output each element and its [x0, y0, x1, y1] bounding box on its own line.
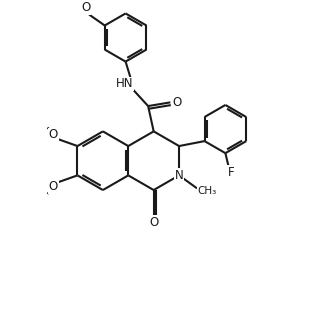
Text: CH₃: CH₃ [197, 186, 217, 196]
Text: N: N [175, 169, 183, 182]
Text: HN: HN [116, 77, 133, 90]
Text: O: O [81, 1, 90, 14]
Text: O: O [149, 216, 158, 229]
Text: O: O [48, 180, 58, 193]
Text: O: O [172, 96, 181, 109]
Text: F: F [228, 166, 234, 179]
Text: O: O [48, 128, 58, 142]
